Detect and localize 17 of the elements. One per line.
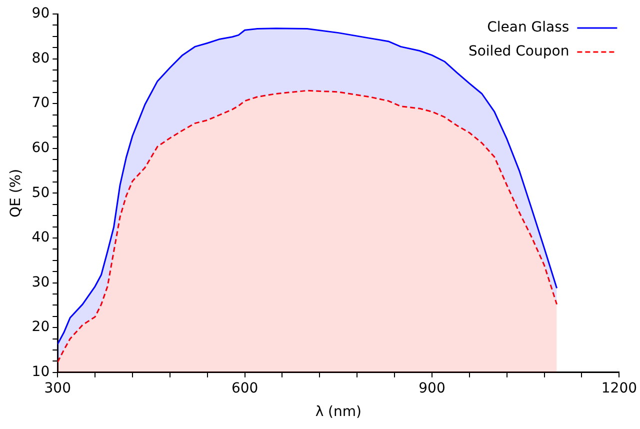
legend-label: Clean Glass <box>487 20 570 36</box>
y-axis-title: QE (%) <box>8 168 24 218</box>
legend-label: Soiled Coupon <box>468 44 570 60</box>
y-tick-label: 70 <box>32 95 50 112</box>
y-tick-label: 10 <box>32 364 50 380</box>
x-axis-title: λ (nm) <box>315 404 362 420</box>
y-tick-label: 90 <box>32 6 50 22</box>
x-tick-label: 900 <box>418 380 446 396</box>
y-tick-label: 80 <box>32 50 50 66</box>
y-tick-label: 50 <box>32 184 50 201</box>
x-tick-label: 600 <box>231 380 258 396</box>
y-tick-label: 20 <box>32 319 50 336</box>
y-tick-label: 30 <box>32 274 50 290</box>
x-tick-label: 300 <box>44 380 71 396</box>
y-tick-label: 60 <box>32 140 50 156</box>
y-tick-label: 40 <box>32 230 50 246</box>
x-tick-label: 1200 <box>601 380 638 396</box>
